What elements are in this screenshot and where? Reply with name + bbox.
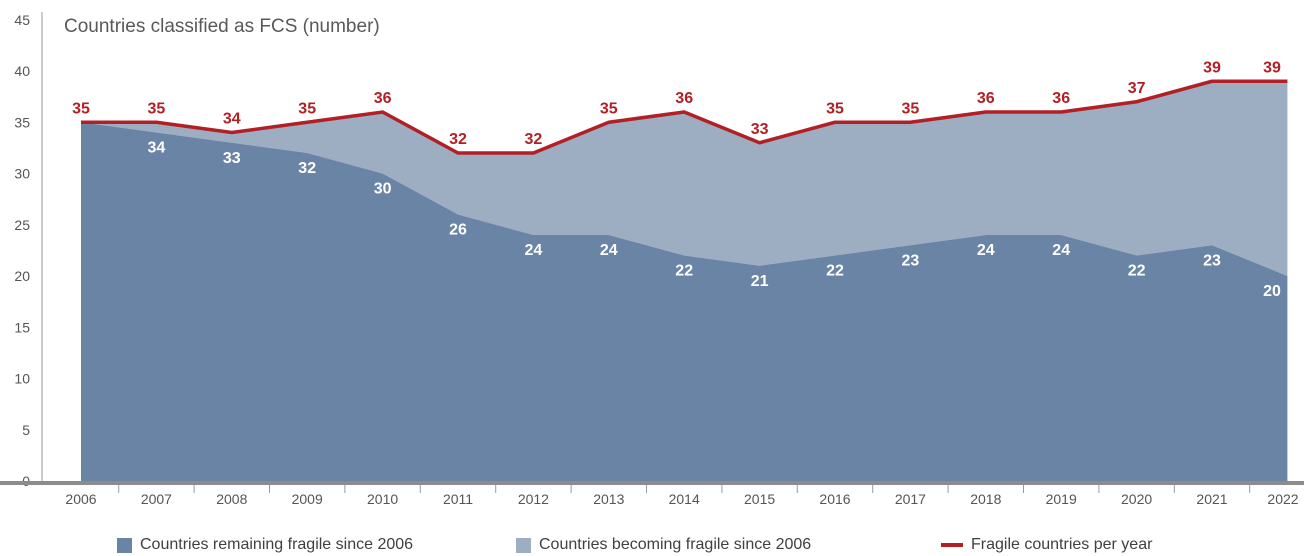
data-label-total: 32 — [525, 131, 543, 148]
data-label-total: 35 — [902, 100, 920, 117]
x-tick-label: 2011 — [443, 491, 473, 507]
data-label-total: 39 — [1203, 59, 1221, 76]
data-label-remaining: 23 — [902, 252, 920, 269]
x-tick-label: 2015 — [744, 491, 775, 507]
y-tick-label: 35 — [14, 114, 30, 130]
legend-swatch-remaining — [117, 537, 132, 553]
x-tick-label: 2012 — [518, 491, 549, 507]
legend-item-fragile-per-year: Fragile countries per year — [941, 536, 1152, 554]
data-label-remaining: 22 — [1128, 263, 1146, 280]
data-label-total: 36 — [374, 90, 392, 107]
data-label-total: 33 — [751, 121, 769, 138]
x-tick-label: 2019 — [1046, 491, 1077, 507]
y-tick-label: 5 — [22, 422, 30, 438]
line-fragile-per-year — [81, 79, 1288, 155]
data-label-total: 35 — [298, 100, 316, 117]
legend-swatch-fragile-per-year — [941, 543, 963, 547]
x-tick-label: 2013 — [593, 491, 624, 507]
data-label-total: 36 — [675, 90, 693, 107]
area-becoming-fragile — [81, 81, 1288, 276]
legend-label-becoming: Countries becoming fragile since 2006 — [539, 536, 812, 553]
y-tick-label: 45 — [14, 12, 30, 28]
x-tick-label: 2017 — [895, 491, 926, 507]
data-label-remaining: 30 — [374, 181, 392, 198]
y-tick-label: 20 — [14, 268, 30, 284]
area-remaining-fragile — [81, 122, 1288, 481]
data-label-remaining: 32 — [298, 160, 316, 177]
x-tick-label: 2018 — [970, 491, 1001, 507]
x-tick-label: 2009 — [292, 491, 323, 507]
data-label-remaining: 24 — [600, 242, 618, 259]
data-label-remaining: 24 — [525, 242, 543, 259]
chart-title: Countries classified as FCS (number) — [64, 16, 380, 37]
data-label-total: 35 — [72, 100, 90, 117]
data-label-total: 35 — [600, 100, 618, 117]
data-label-total: 36 — [1052, 90, 1070, 107]
data-label-remaining: 24 — [977, 242, 995, 259]
data-label-total: 34 — [223, 111, 241, 128]
data-label-total: 37 — [1128, 80, 1146, 97]
data-label-remaining: 34 — [148, 140, 166, 157]
data-label-total: 32 — [449, 131, 467, 148]
data-label-total: 35 — [148, 100, 166, 117]
legend-item-becoming: Countries becoming fragile since 2006 — [516, 536, 811, 554]
data-label-remaining: 26 — [449, 222, 467, 239]
legend-swatch-becoming — [516, 537, 531, 553]
legend-item-remaining: Countries remaining fragile since 2006 — [117, 536, 413, 554]
legend-label-remaining: Countries remaining fragile since 2006 — [140, 536, 414, 553]
x-tick-label: 2010 — [367, 491, 398, 507]
data-label-remaining: 21 — [751, 273, 769, 290]
data-label-remaining: 24 — [1052, 242, 1070, 259]
x-tick-label: 2008 — [216, 491, 247, 507]
x-tick-label: 2021 — [1196, 491, 1227, 507]
data-label-remaining: 23 — [1203, 252, 1221, 269]
x-tick-label: 2014 — [669, 491, 700, 507]
y-tick-label: 30 — [14, 166, 30, 182]
data-label-remaining: 33 — [223, 150, 241, 167]
x-axis-line — [0, 481, 1304, 485]
data-label-remaining: 20 — [1263, 283, 1281, 300]
y-tick-label: 15 — [14, 319, 30, 335]
y-tick-label: 40 — [14, 63, 30, 79]
x-tick-label: 2006 — [65, 491, 96, 507]
x-tick-label: 2022 — [1267, 491, 1298, 507]
x-tick-label: 2016 — [819, 491, 850, 507]
x-tick-label: 2007 — [141, 491, 172, 507]
y-tick-label: 10 — [14, 371, 30, 387]
x-tick-label: 2020 — [1121, 491, 1152, 507]
data-label-remaining: 22 — [826, 263, 844, 280]
legend: Countries remaining fragile since 2006 C… — [0, 536, 1304, 556]
y-tick-label: 25 — [14, 217, 30, 233]
data-label-total: 39 — [1263, 59, 1281, 76]
legend-label-fragile-per-year: Fragile countries per year — [971, 536, 1153, 553]
data-label-total: 36 — [977, 90, 995, 107]
data-label-total: 35 — [826, 100, 844, 117]
data-label-remaining: 22 — [675, 263, 693, 280]
